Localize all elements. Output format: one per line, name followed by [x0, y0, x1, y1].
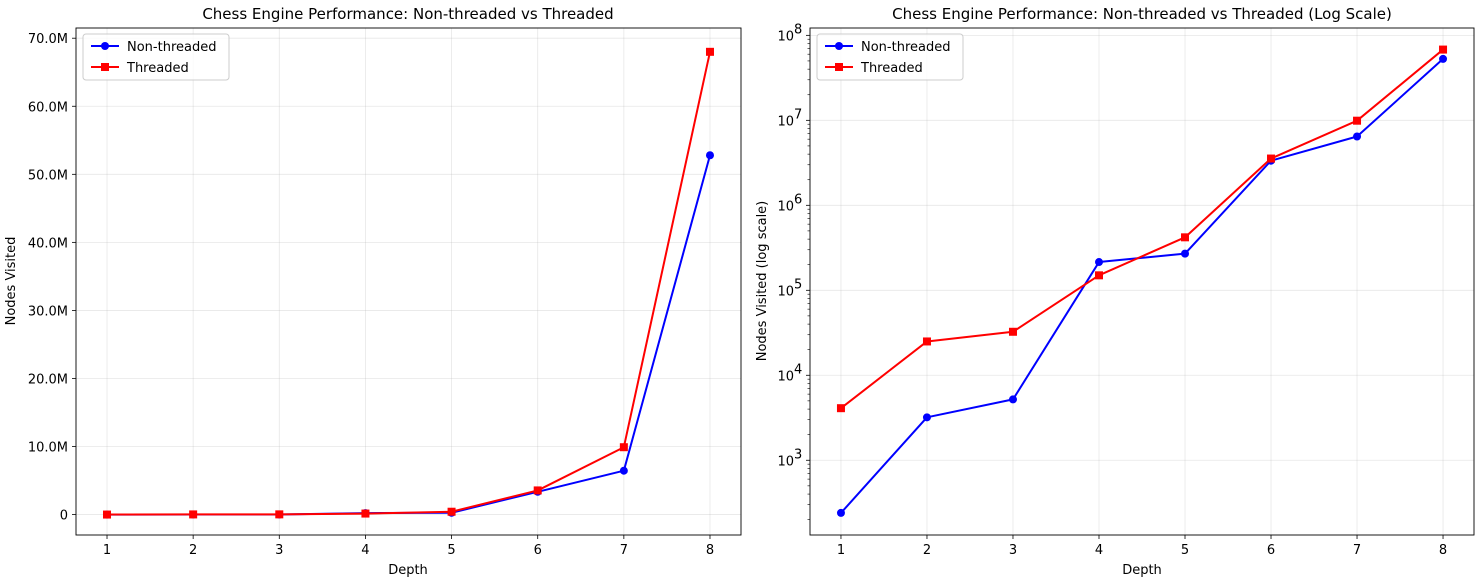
legend-label: Threaded [126, 61, 189, 76]
legend-marker [101, 42, 109, 50]
chart-title: Chess Engine Performance: Non-threaded v… [892, 5, 1392, 23]
x-tick-label: 7 [1353, 543, 1361, 558]
data-point [275, 510, 284, 519]
plot-frame [75, 27, 742, 536]
data-point [1439, 54, 1448, 63]
legend-label: Non-threaded [861, 40, 950, 55]
x-tick-label: 3 [1009, 543, 1017, 558]
y-tick-base: 10 [777, 199, 794, 214]
x-tick-label: 1 [103, 543, 111, 558]
data-point [836, 508, 845, 517]
data-point [922, 337, 931, 346]
legend-marker [835, 42, 843, 50]
y-tick-label: 70.0M [28, 32, 68, 47]
x-tick-label: 4 [361, 543, 369, 558]
plot-frame [809, 27, 1475, 536]
x-tick-label: 3 [275, 543, 283, 558]
log-chart: Chess Engine Performance: Non-threaded v… [755, 5, 1475, 577]
y-tick-label: 20.0M [28, 372, 68, 387]
x-axis-label: Depth [1122, 563, 1162, 577]
data-point [1094, 271, 1103, 280]
x-axis-label: Depth [388, 563, 428, 577]
y-axis-label: Nodes Visited (log scale) [755, 201, 770, 362]
y-tick-label: 10 [777, 369, 794, 384]
data-point [619, 443, 628, 452]
y-tick-exponent: 6 [794, 192, 802, 207]
series-line-non-threaded [840, 58, 1444, 514]
x-tick-label: 6 [534, 543, 542, 558]
linear-chart: Chess Engine Performance: Non-threaded v… [4, 5, 742, 577]
data-point [1439, 45, 1448, 54]
y-tick-label: 10 [777, 29, 794, 44]
y-axis-label: Nodes Visited [4, 237, 19, 326]
legend-box [82, 33, 230, 81]
y-tick-label: 50.0M [28, 168, 68, 183]
y-tick-label: 10 [777, 114, 794, 129]
data-point [705, 151, 714, 160]
data-point [361, 509, 370, 518]
x-tick-label: 4 [1095, 543, 1103, 558]
data-point [103, 510, 112, 519]
series-line-threaded [107, 51, 711, 516]
y-tick-exponent: 5 [794, 277, 802, 292]
data-point [1181, 249, 1190, 258]
y-tick-exponent: 4 [794, 362, 802, 377]
data-point [1094, 258, 1103, 267]
chart-title: Chess Engine Performance: Non-threaded v… [202, 5, 613, 23]
legend: Non-threaded Threaded [816, 33, 964, 81]
data-point [533, 486, 542, 495]
x-tick-label: 2 [923, 543, 931, 558]
data-point [619, 466, 628, 475]
y-tick-label: 60.0M [28, 100, 68, 115]
y-tick-label: 10 [777, 284, 794, 299]
data-point [1267, 154, 1276, 163]
legend-label: Threaded [860, 61, 923, 76]
y-tick-base: 10 [777, 284, 794, 299]
data-point [189, 510, 198, 519]
y-tick-label: 10 [777, 199, 794, 214]
legend-marker [835, 63, 843, 71]
y-tick-exponent: 8 [794, 22, 802, 37]
y-tick-base: 10 [777, 29, 794, 44]
series-line-non-threaded [107, 154, 711, 516]
x-tick-label: 8 [706, 543, 714, 558]
data-point [447, 507, 456, 516]
x-tick-label: 2 [189, 543, 197, 558]
x-tick-label: 6 [1267, 543, 1275, 558]
data-point [1353, 132, 1362, 141]
y-tick-base: 10 [777, 369, 794, 384]
legend-marker [101, 63, 109, 71]
y-tick-exponent: 3 [794, 447, 802, 462]
series-line-threaded [840, 48, 1444, 409]
x-tick-label: 5 [1181, 543, 1189, 558]
y-tick-label: 0 [60, 509, 68, 524]
legend: Non-threaded Threaded [82, 33, 230, 81]
y-tick-exponent: 7 [794, 107, 802, 122]
y-tick-label: 30.0M [28, 304, 68, 319]
data-point [1353, 116, 1362, 125]
y-tick-base: 10 [777, 114, 794, 129]
data-point [1008, 395, 1017, 404]
y-tick-label: 10.0M [28, 441, 68, 456]
x-tick-label: 7 [620, 543, 628, 558]
x-tick-label: 8 [1439, 543, 1447, 558]
data-point [922, 413, 931, 422]
legend-label: Non-threaded [127, 40, 216, 55]
legend-box [816, 33, 964, 81]
y-tick-label: 10 [777, 454, 794, 469]
data-point [1008, 327, 1017, 336]
x-tick-label: 1 [837, 543, 845, 558]
data-point [1181, 233, 1190, 242]
x-tick-label: 5 [447, 543, 455, 558]
y-tick-label: 40.0M [28, 236, 68, 251]
data-point [836, 404, 845, 413]
y-tick-base: 10 [777, 454, 794, 469]
data-point [705, 47, 714, 56]
